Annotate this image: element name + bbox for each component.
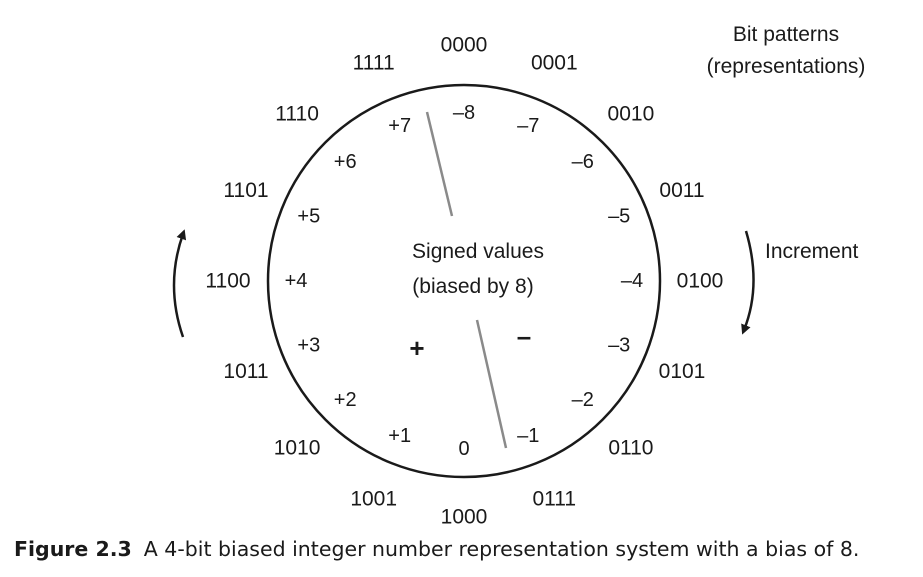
signed-value-1101: +5 [297,206,320,228]
bit-pattern-0011: 0011 [659,179,704,202]
signed-value-0001: –7 [517,115,539,137]
figure-caption-text: A 4-bit biased integer number representa… [143,537,860,561]
increment-label: Increment [765,240,859,263]
bit-pattern-1010: 1010 [274,436,321,459]
increment-arrow [741,230,755,335]
signed-value-1110: +6 [334,151,357,173]
signed-value-1100: +4 [285,270,308,292]
decrement-arrow [172,229,187,338]
signed-value-0100: –4 [621,270,643,292]
signed-value-0011: –5 [608,206,630,228]
bit-pattern-0110: 0110 [608,436,653,459]
bit-pattern-1111: 1111 [353,52,395,75]
signed-value-1000: 0 [458,438,469,460]
signed-value-0101: –3 [608,334,630,356]
bit-pattern-1001: 1001 [350,488,397,511]
bit-pattern-1011: 1011 [223,360,268,383]
figure-caption-label: Figure 2.3 [14,537,132,561]
bit-pattern-0100: 0100 [677,270,724,293]
bit-pattern-0101: 0101 [659,360,706,383]
legend-bit-patterns-line1: Bit patterns [733,23,839,46]
bit-pattern-1101: 1101 [223,179,268,202]
bit-pattern-0000: 0000 [441,34,488,57]
signed-value-0010: –6 [572,151,594,173]
signed-value-1111: +7 [388,115,411,137]
signed-value-1011: +3 [297,334,320,356]
figure-caption: Figure 2.3 A 4-bit biased integer number … [14,537,919,561]
signed-value-0000: –8 [453,102,475,124]
signed-value-1001: +1 [388,425,411,447]
bit-pattern-0111: 0111 [532,488,576,511]
bit-pattern-0001: 0001 [531,52,578,75]
positive-sign: + [409,333,424,363]
sign-divider-top [425,111,454,217]
bit-pattern-1100: 1100 [205,270,250,293]
number-circle [266,83,662,479]
wheel-labels: 0000–80001–70010–60011–50100–40101–30110… [205,34,723,529]
signed-value-0110: –2 [572,389,594,411]
legend-bit-patterns-line2: (representations) [707,55,866,78]
sign-divider-bottom [475,319,508,449]
bit-pattern-1000: 1000 [441,506,488,529]
signed-value-0111: –1 [517,425,539,447]
bit-pattern-1110: 1110 [275,103,319,126]
bit-pattern-0010: 0010 [608,103,655,126]
center-label-line1: Signed values [412,240,544,263]
negative-sign: – [517,321,531,351]
signed-value-1010: +2 [334,389,357,411]
center-label-line2: (biased by 8) [412,275,533,298]
